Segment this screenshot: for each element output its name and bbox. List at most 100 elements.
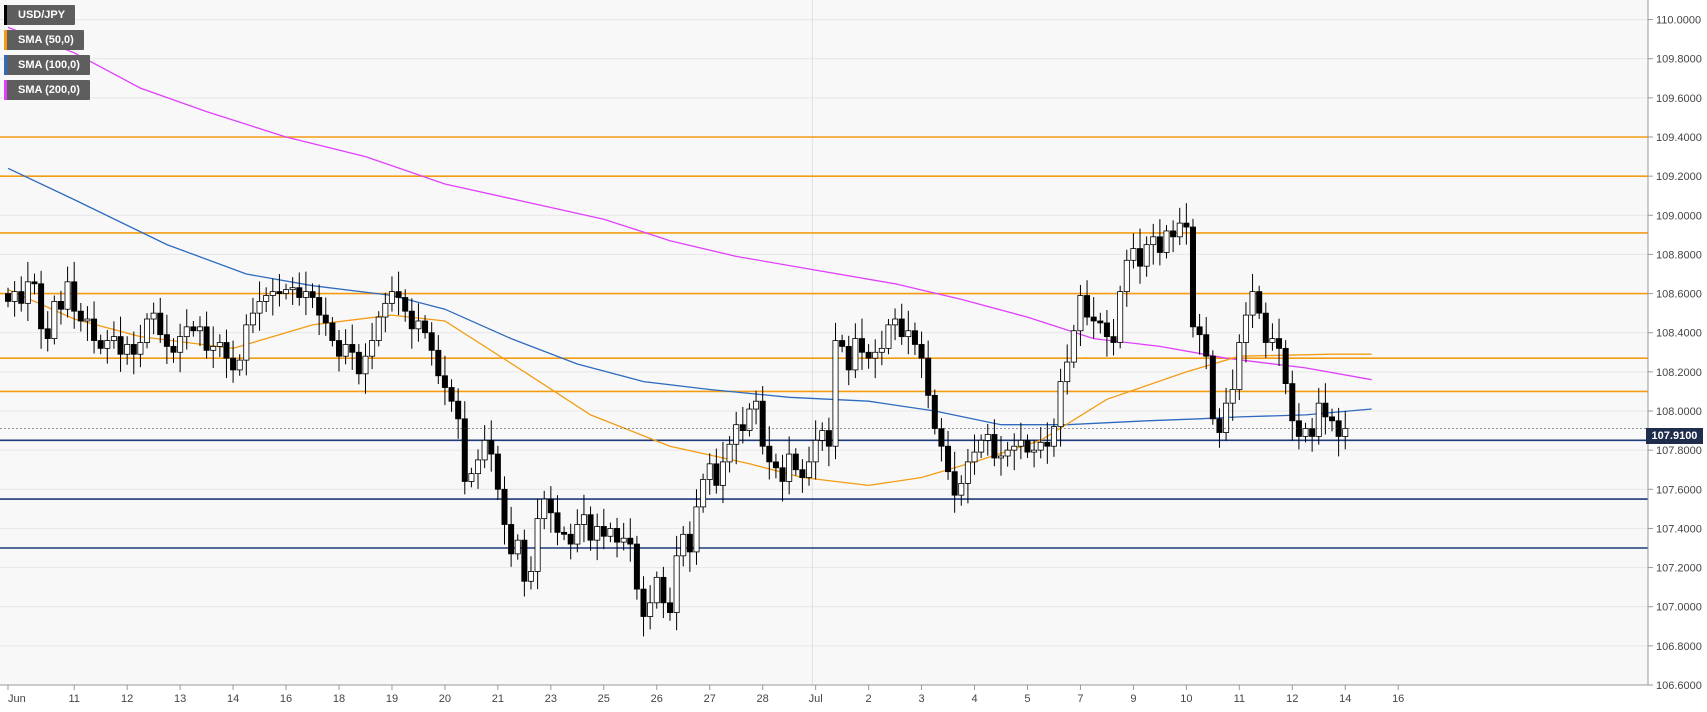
legend-swatch-usdjpy [4,5,7,25]
candle-down [766,445,773,463]
candle-down [163,334,170,347]
candle-down [117,336,124,355]
candle-down [839,340,846,347]
candle-down [44,328,51,339]
candle-up [302,291,309,298]
candle-up [620,537,627,543]
candle-down [567,533,574,545]
candle-down [925,357,932,396]
candle-down [1090,316,1097,322]
candle-up [647,602,654,617]
candle-up [872,351,879,359]
legend-sma100[interactable]: SMA (100,0) [4,55,90,75]
candle-down [627,537,634,545]
support-resistance-levels [0,136,1648,549]
y-tick-label: 109.8000 [1656,54,1702,66]
candle-down [455,400,462,420]
candle-down [561,531,568,535]
candle-down [335,340,342,357]
candle-up [733,424,740,445]
candle-down [1137,248,1144,267]
candle-down [547,498,554,514]
candle-down [276,291,283,294]
x-tick-label: 20 [439,693,451,705]
candle-up [964,461,971,484]
candle-up [475,459,482,475]
x-tick-label: 2 [866,693,872,705]
candle-down [5,293,11,302]
candle-down [1103,322,1110,338]
candle-up [1070,330,1077,363]
y-tick-label: 110.0000 [1656,15,1701,27]
y-tick-label: 109.6000 [1656,93,1702,105]
y-tick-label: 108.0000 [1656,406,1702,418]
candle-up [263,295,270,302]
legend-label-sma200: SMA (200,0) [18,84,80,96]
candle-down [759,400,766,447]
candle-up [1011,445,1018,451]
candle-up [283,289,290,294]
candle-up [852,338,859,371]
candle-down [38,283,45,330]
candle-up [375,316,382,341]
candle-down [448,387,455,402]
candle-down [991,434,998,459]
legend-usdjpy[interactable]: USD/JPY [4,5,76,25]
candle-up [812,439,819,463]
x-tick-label: 11 [68,693,79,705]
candle-down [713,463,720,486]
candle-down [355,351,362,375]
candle-down [31,281,38,285]
x-tick-label: 23 [545,693,557,705]
legend: USD/JPY SMA (50,0) SMA (100,0) SMA (200,… [4,5,90,105]
candle-down [329,322,336,341]
candle-up [978,439,985,453]
candle-up [110,336,117,341]
x-tick-label: 12 [1286,693,1298,705]
candle-down [1282,347,1289,385]
candle-up [481,439,488,461]
candle-up [1163,230,1170,253]
y-tick-label: 108.8000 [1656,249,1702,261]
candle-down [858,338,865,353]
x-tick-label: 21 [492,693,504,705]
candle-down [792,453,799,471]
x-axis-ticks: Jun 11 12 13 14 16 18 19 20 21 23 25 26 27 28 Jul 2 3 4 5 7 9… [7,685,1404,705]
candle-up [236,359,243,371]
candle-up [382,302,389,318]
legend-sma50[interactable]: SMA (50,0) [4,30,84,50]
y-tick-label: 107.4000 [1656,523,1702,535]
candle-up [580,514,587,525]
x-tick-label: 11 [1234,693,1245,705]
candle-up [388,291,395,304]
y-tick-label: 107.0000 [1656,602,1702,614]
candle-down [71,281,78,312]
plot-background [0,0,1648,685]
candle-up [104,340,111,349]
legend-sma200[interactable]: SMA (200,0) [4,80,90,100]
candle-up [249,312,256,326]
candle-up [1004,449,1011,457]
candle-up [753,400,760,410]
candle-up [1302,428,1309,437]
candle-down [97,340,104,349]
candle-up [726,443,733,463]
candle-up [183,326,190,338]
candle-down [865,351,872,359]
candle-down [918,344,925,359]
candle-down [825,430,832,447]
candle-up [144,318,151,343]
candle-up [1242,314,1249,343]
candle-down [951,471,958,496]
y-tick-label: 107.6000 [1656,484,1702,496]
candle-down [938,428,945,447]
candle-down [660,576,667,604]
candle-down [501,488,508,525]
x-tick-label: 26 [651,693,663,705]
candle-up [1229,389,1236,404]
candle-down [316,297,323,316]
candles [5,203,1349,637]
candle-up [786,453,793,482]
candle-down [614,528,621,543]
